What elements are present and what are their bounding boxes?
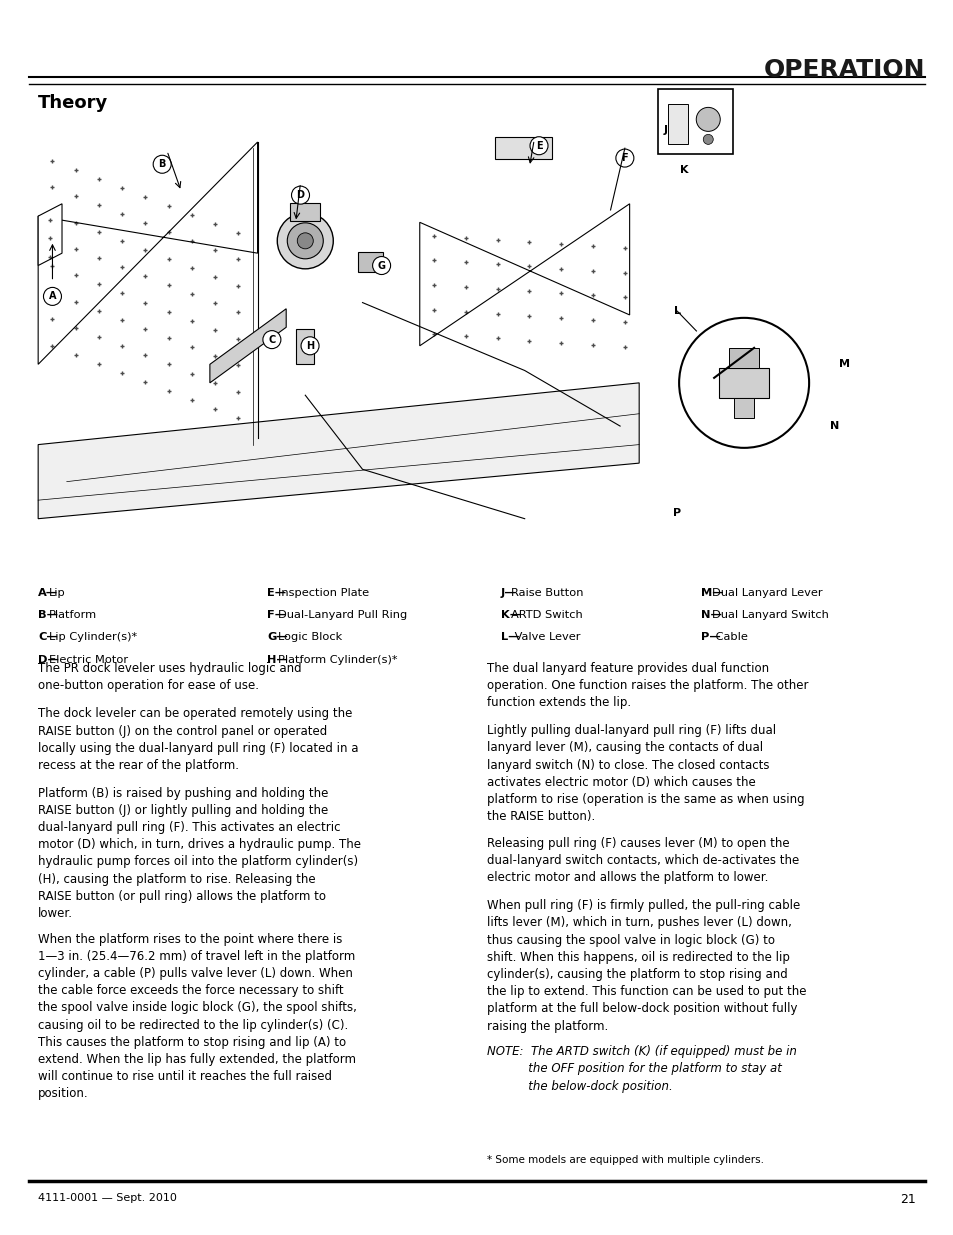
- Text: D: D: [296, 190, 304, 200]
- Text: Platform: Platform: [49, 610, 96, 620]
- Circle shape: [153, 156, 171, 173]
- Text: Releasing pull ring (F) causes lever (M) to open the
dual-lanyard switch contact: Releasing pull ring (F) causes lever (M)…: [486, 837, 798, 884]
- Circle shape: [44, 288, 61, 305]
- Circle shape: [373, 257, 390, 274]
- Circle shape: [530, 137, 547, 154]
- Text: F—: F—: [267, 610, 286, 620]
- Text: N: N: [829, 421, 839, 431]
- Text: OPERATION: OPERATION: [763, 58, 924, 82]
- Text: B: B: [158, 159, 166, 169]
- Bar: [658, 89, 733, 154]
- Bar: [719, 368, 768, 398]
- Text: N—: N—: [700, 610, 721, 620]
- Text: Electric Motor: Electric Motor: [49, 655, 128, 664]
- Circle shape: [616, 149, 633, 167]
- Text: L—: L—: [500, 632, 518, 642]
- Text: J: J: [663, 125, 667, 135]
- Text: Lightly pulling dual-lanyard pull ring (F) lifts dual
lanyard lever (M), causing: Lightly pulling dual-lanyard pull ring (…: [486, 724, 803, 824]
- Text: K: K: [679, 165, 687, 175]
- Text: The dock leveler can be operated remotely using the
RAISE button (J) on the cont: The dock leveler can be operated remotel…: [38, 708, 358, 772]
- Text: C—: C—: [38, 632, 58, 642]
- Text: M: M: [838, 359, 849, 369]
- Text: H: H: [306, 341, 314, 351]
- Text: ARTD Switch: ARTD Switch: [511, 610, 582, 620]
- Text: Valve Lever: Valve Lever: [511, 632, 580, 642]
- Text: Raise Button: Raise Button: [511, 588, 583, 598]
- Text: K—: K—: [500, 610, 520, 620]
- Text: E: E: [536, 141, 541, 151]
- Circle shape: [702, 135, 713, 144]
- Text: B—: B—: [38, 610, 58, 620]
- Text: P: P: [673, 508, 680, 517]
- Polygon shape: [38, 204, 62, 266]
- Text: H—: H—: [267, 655, 288, 664]
- Polygon shape: [38, 383, 639, 519]
- Polygon shape: [419, 204, 629, 346]
- Text: 4111-0001 — Sept. 2010: 4111-0001 — Sept. 2010: [38, 1193, 177, 1203]
- Bar: [734, 398, 753, 417]
- FancyBboxPatch shape: [495, 137, 552, 159]
- Text: * Some models are equipped with multiple cylinders.: * Some models are equipped with multiple…: [486, 1155, 762, 1165]
- Text: F: F: [621, 153, 627, 163]
- Text: A: A: [49, 291, 56, 301]
- Text: L: L: [673, 306, 680, 316]
- Text: Logic Block: Logic Block: [277, 632, 341, 642]
- Polygon shape: [38, 142, 257, 364]
- Polygon shape: [210, 309, 286, 383]
- Text: 21: 21: [899, 1193, 915, 1207]
- Text: Theory: Theory: [38, 94, 109, 112]
- Text: When the platform rises to the point where there is
1—3 in. (25.4—76.2 mm) of tr: When the platform rises to the point whe…: [38, 932, 356, 1100]
- Circle shape: [277, 212, 333, 269]
- Text: Lip: Lip: [49, 588, 65, 598]
- Text: The dual lanyard feature provides dual function
operation. One function raises t: The dual lanyard feature provides dual f…: [486, 662, 807, 709]
- Text: Lip Cylinder(s)*: Lip Cylinder(s)*: [49, 632, 136, 642]
- Bar: [728, 348, 759, 368]
- Bar: [667, 105, 687, 144]
- Text: Platform Cylinder(s)*: Platform Cylinder(s)*: [277, 655, 396, 664]
- Text: NOTE:  The ARTD switch (K) (if equipped) must be in
           the OFF position : NOTE: The ARTD switch (K) (if equipped) …: [486, 1045, 796, 1093]
- Circle shape: [679, 317, 808, 448]
- Text: E—: E—: [267, 588, 286, 598]
- Text: Cable: Cable: [711, 632, 747, 642]
- Text: Dual Lanyard Lever: Dual Lanyard Lever: [711, 588, 821, 598]
- Text: J—: J—: [500, 588, 516, 598]
- Text: Inspection Plate: Inspection Plate: [277, 588, 368, 598]
- Text: A—: A—: [38, 588, 58, 598]
- Text: M—: M—: [700, 588, 723, 598]
- Circle shape: [696, 107, 720, 131]
- Text: Dual Lanyard Switch: Dual Lanyard Switch: [711, 610, 827, 620]
- Circle shape: [297, 233, 313, 248]
- Text: D—: D—: [38, 655, 59, 664]
- Circle shape: [301, 337, 318, 354]
- Bar: [290, 203, 320, 221]
- Circle shape: [292, 186, 309, 204]
- Circle shape: [287, 222, 323, 259]
- Bar: [295, 330, 314, 364]
- Bar: [357, 252, 382, 272]
- Text: G: G: [377, 261, 385, 270]
- Text: C: C: [268, 335, 275, 345]
- Circle shape: [263, 331, 280, 348]
- Bar: [29, 103, 653, 574]
- Text: P—: P—: [700, 632, 720, 642]
- Text: When pull ring (F) is firmly pulled, the pull-ring cable
lifts lever (M), which : When pull ring (F) is firmly pulled, the…: [486, 899, 805, 1032]
- Text: Platform (B) is raised by pushing and holding the
RAISE button (J) or lightly pu: Platform (B) is raised by pushing and ho…: [38, 787, 361, 920]
- Text: The PR dock leveler uses hydraulic logic and
one-button operation for ease of us: The PR dock leveler uses hydraulic logic…: [38, 662, 301, 692]
- Text: G—: G—: [267, 632, 288, 642]
- Text: Dual-Lanyard Pull Ring: Dual-Lanyard Pull Ring: [277, 610, 406, 620]
